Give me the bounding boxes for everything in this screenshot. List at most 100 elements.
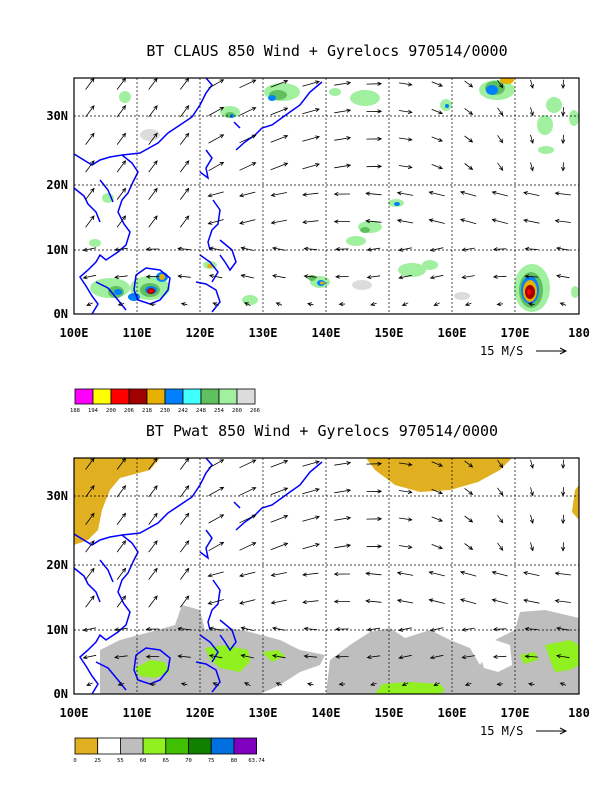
wind-arrow: [429, 274, 444, 280]
x-tick-label: 180: [568, 706, 590, 720]
wind-arrow: [243, 302, 251, 307]
colorbar-swatch: [74, 388, 94, 405]
y-tick-label: 0N: [54, 687, 68, 701]
wind-arrow: [365, 219, 382, 224]
wind-arrow: [302, 135, 320, 142]
wind-arrow: [491, 570, 508, 577]
wind-arrow: [464, 135, 474, 143]
wind-arrow: [338, 682, 346, 687]
y-tick-labels: 0N 10N 20N 30N: [46, 109, 68, 321]
wind-arrow: [561, 107, 566, 117]
x-tick-labels: 100E 110E 120E 130E 140E 150E 160E 170E …: [60, 706, 590, 720]
wind-arrow: [148, 595, 158, 608]
wind-arrow: [212, 302, 219, 307]
wind-arrow: [116, 512, 127, 525]
wind-arrow: [459, 570, 477, 577]
wind-arrow: [365, 571, 382, 576]
wind-arrow: [179, 187, 190, 200]
wind-arrow: [497, 487, 504, 496]
wind-arrow: [561, 514, 566, 525]
grid: [74, 78, 579, 314]
wind-arrow: [428, 218, 445, 224]
wind-arrow: [429, 654, 444, 660]
wind-arrow: [239, 599, 256, 605]
colorbar-label: 260: [232, 408, 242, 414]
wind-arrow: [464, 460, 474, 468]
wind-arrow: [464, 80, 474, 88]
wind-arrow: [398, 462, 413, 467]
wind-arrow: [208, 486, 225, 496]
wind-arrow: [114, 247, 128, 252]
wind-arrow: [561, 459, 566, 470]
wind-arrow: [559, 302, 567, 307]
x-tick-label: 130E: [249, 326, 278, 340]
wind-arrow: [208, 514, 225, 524]
wind-arrow: [82, 627, 97, 632]
wind-arrow: [116, 160, 127, 173]
wind-arrow: [461, 274, 475, 280]
wind-arrow: [239, 514, 257, 524]
wind-arrow: [492, 247, 507, 252]
wind-arrow: [334, 163, 352, 169]
wind-arrow: [85, 105, 95, 118]
wind-arrow: [431, 109, 444, 115]
wind-arrow: [431, 461, 444, 467]
wind-arrow: [334, 108, 352, 114]
panel-2: BT Pwat 850 Wind + Gyrelocs 970514/0000: [46, 422, 590, 764]
wind-arrow: [464, 163, 474, 171]
wind-arrow: [497, 542, 504, 551]
wind-arrow: [116, 595, 127, 608]
wind-arrow: [554, 598, 571, 604]
vector-reference-label: 15 M/S: [480, 344, 523, 358]
wind-arrow: [148, 567, 158, 580]
colorbar-label: 218: [142, 408, 152, 414]
wind-arrow: [270, 515, 289, 523]
wind-arrow: [271, 626, 286, 631]
wind-arrow: [529, 459, 534, 469]
wind-arrow: [270, 135, 289, 143]
wind-arrow: [366, 164, 383, 169]
wind-arrow: [275, 302, 283, 307]
wind-arrow: [401, 302, 409, 306]
y-tick-label: 10N: [46, 623, 68, 637]
wind-arrow: [208, 626, 223, 631]
y-tick-label: 20N: [46, 178, 68, 192]
wind-arrow: [561, 162, 566, 172]
x-tick-label: 170E: [501, 706, 530, 720]
vector-reference-label: 15 M/S: [480, 724, 523, 738]
x-tick-label: 110E: [123, 326, 152, 340]
wind-arrow: [491, 190, 508, 197]
wind-arrow: [398, 274, 412, 280]
x-tick-label: 150E: [375, 326, 404, 340]
wind-arrow: [302, 192, 319, 197]
wind-arrow: [555, 246, 570, 251]
wind-arrow: [334, 516, 352, 521]
x-tick-label: 140E: [312, 326, 341, 340]
wind-arrow: [398, 137, 413, 142]
wind-arrow: [82, 274, 97, 280]
wind-arrow: [366, 247, 381, 252]
colorbar: 0 25 55 60 65 70 75 80 63.74: [73, 737, 266, 764]
wind-arrow: [333, 599, 351, 604]
wind-arrow: [86, 302, 93, 306]
wind-arrow: [529, 487, 534, 497]
colorbar-label: 25: [94, 758, 101, 764]
wind-arrow: [335, 274, 349, 279]
wind-arrow: [396, 598, 414, 604]
wind-arrow: [85, 160, 95, 173]
wind-arrow: [207, 219, 224, 225]
wind-arrow: [179, 485, 190, 498]
wind-arrow: [303, 274, 318, 279]
x-tick-label: 100E: [60, 706, 89, 720]
wind-arrow: [523, 218, 540, 224]
wind-arrow: [239, 542, 257, 551]
wind-arrow: [116, 187, 127, 200]
wind-arrow: [333, 191, 351, 197]
colorbar-label: 254: [214, 408, 225, 414]
wind-arrow: [529, 514, 534, 524]
wind-arrow: [208, 246, 223, 251]
wind-arrow: [464, 682, 472, 686]
wind-arrow: [464, 515, 474, 523]
